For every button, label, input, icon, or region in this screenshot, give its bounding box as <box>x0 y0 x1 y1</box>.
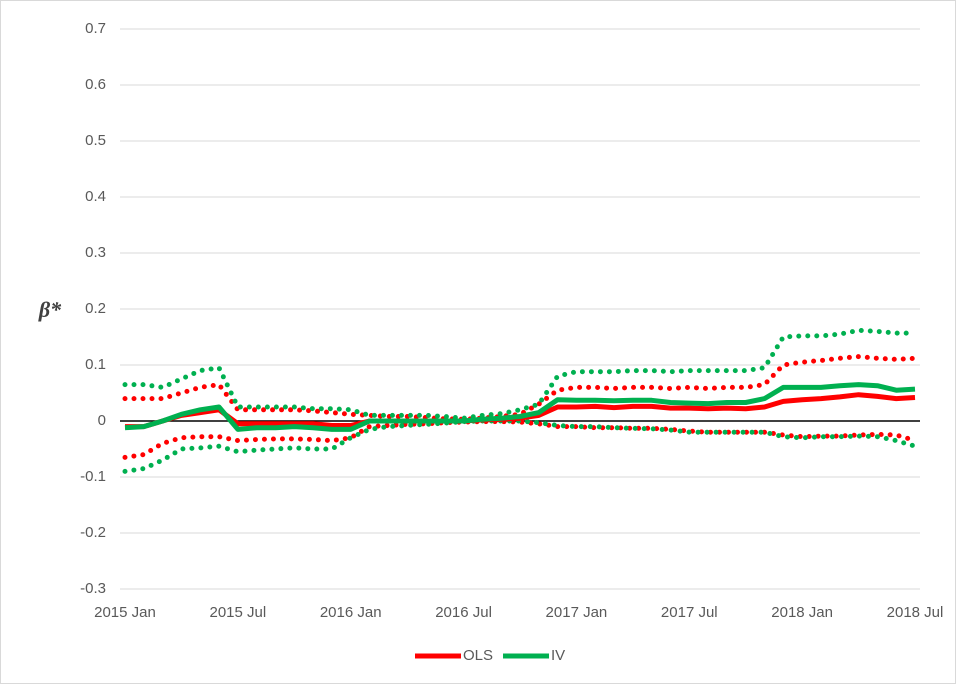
x-tick-label: 2017 Jul <box>661 604 718 621</box>
lower-bound <box>122 418 918 474</box>
y-tick-label: 0.6 <box>85 76 106 93</box>
y-tick-label: -0.2 <box>80 524 106 541</box>
x-tick-label: 2015 Jan <box>94 604 156 621</box>
y-tick-label: 0.1 <box>85 356 106 373</box>
y-tick-label: -0.1 <box>80 468 106 485</box>
y-tick-label: 0 <box>98 412 106 429</box>
upper-bound <box>122 327 918 421</box>
y-tick-label: 0.5 <box>85 132 106 149</box>
x-tick-label: 2016 Jan <box>320 604 382 621</box>
x-tick-label: 2018 Jul <box>887 604 944 621</box>
x-tick-label: 2016 Jul <box>435 604 492 621</box>
y-tick-label: 0.7 <box>85 20 106 37</box>
y-tick-label: 0.4 <box>85 188 106 205</box>
y-tick-label: -0.3 <box>80 580 106 597</box>
y-tick-label: 0.2 <box>85 300 106 317</box>
legend-label: IV <box>551 647 565 664</box>
upper-bound <box>122 354 918 422</box>
x-tick-label: 2015 Jul <box>209 604 266 621</box>
series-line <box>124 382 916 432</box>
x-tick-label: 2018 Jan <box>771 604 833 621</box>
legend-label: OLS <box>463 647 493 664</box>
x-tick-label: 2017 Jan <box>546 604 608 621</box>
y-axis-label: β* <box>38 297 62 322</box>
y-tick-label: 0.3 <box>85 244 106 261</box>
